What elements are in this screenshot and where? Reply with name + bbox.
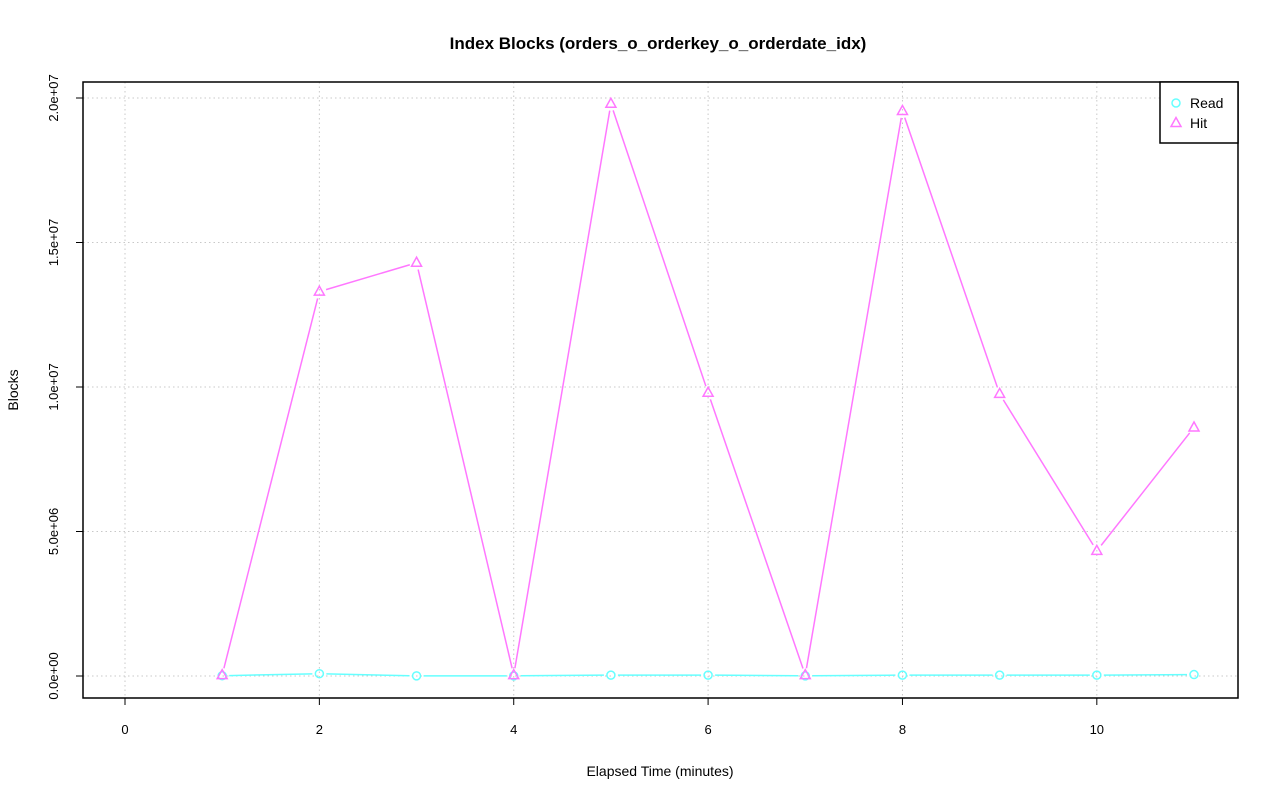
x-tick-label: 4 — [510, 722, 517, 737]
series-line-segment — [418, 270, 512, 669]
legend-box — [1160, 82, 1238, 143]
series-line-segment — [710, 399, 803, 668]
data-point-hit — [1092, 545, 1102, 554]
plot-frame — [83, 82, 1238, 698]
y-tick-label: 2.0e+07 — [46, 74, 61, 121]
x-axis-label: Elapsed Time (minutes) — [586, 763, 733, 779]
data-point-hit — [606, 98, 616, 107]
data-point-hit — [1189, 422, 1199, 431]
series-line-segment — [1003, 400, 1093, 545]
y-axis-label: Blocks — [5, 369, 21, 410]
data-point-read — [1190, 671, 1198, 679]
data-point-hit — [412, 257, 422, 266]
series-line-segment — [613, 110, 706, 386]
data-point-hit — [703, 387, 713, 396]
series-line-segment — [1101, 433, 1190, 545]
x-tick-label: 8 — [899, 722, 906, 737]
x-tick-label: 0 — [121, 722, 128, 737]
x-tick-label: 2 — [316, 722, 323, 737]
series-line-segment — [806, 118, 901, 668]
series-line-segment — [521, 675, 604, 676]
series-line-segment — [812, 675, 895, 676]
y-tick-label: 1.0e+07 — [46, 363, 61, 410]
y-tick-label: 1.5e+07 — [46, 219, 61, 266]
legend-label-hit: Hit — [1190, 115, 1207, 131]
series-line-segment — [515, 111, 610, 669]
x-tick-label: 6 — [704, 722, 711, 737]
series-line-segment — [229, 674, 312, 676]
series-line-segment — [715, 675, 798, 676]
legend: Read Hit — [1160, 82, 1238, 143]
grid — [83, 82, 1238, 698]
chart-title: Index Blocks (orders_o_orderkey_o_orderd… — [450, 34, 867, 53]
y-tick-label: 0.0e+00 — [46, 652, 61, 699]
series-line-segment — [326, 265, 410, 290]
data-point-read — [996, 671, 1004, 679]
data-point-read — [607, 671, 615, 679]
x-tick-label: 10 — [1090, 722, 1104, 737]
series-line-segment — [224, 298, 318, 668]
series-read — [218, 670, 1198, 680]
y-tick-label: 5.0e+06 — [46, 508, 61, 555]
series-line-segment — [905, 118, 998, 388]
legend-label-read: Read — [1190, 95, 1223, 111]
axes: 0 2 4 6 8 10 0.0e+00 5.0e+06 1.0e+07 1.5e+07 2.0e+… — [46, 74, 1104, 737]
data-point-hit — [995, 388, 1005, 397]
series-line-segment — [326, 674, 409, 676]
